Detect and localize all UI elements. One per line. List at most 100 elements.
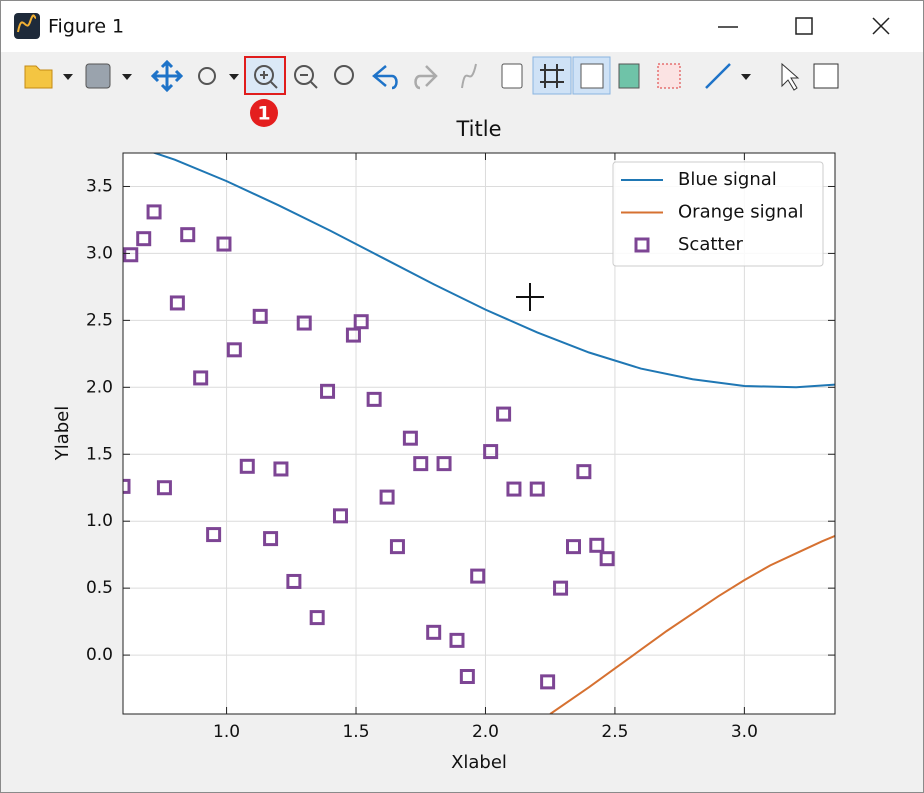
legend-label: Blue signal [678,169,777,190]
axes-button[interactable] [501,63,523,89]
scatter-point [553,580,569,596]
y-tick-label: 1.0 [86,511,113,531]
y-tick-label: 0.0 [86,645,113,665]
line-style-menu[interactable] [741,74,751,80]
scatter-point [589,537,605,553]
scatter-point [540,674,556,690]
zoom-in-glyph-detail [260,71,278,89]
scatter-point [206,527,222,543]
open-menu[interactable] [63,74,73,80]
scatter-point [123,247,139,263]
scatter-point [169,295,185,311]
pan-button[interactable] [150,59,184,93]
x-axis-label: Xlabel [451,752,507,773]
scatter-point [345,327,361,343]
scatter-point [309,610,325,626]
scatter-point [379,489,395,505]
scatter-point [296,315,312,331]
scatter-point [216,236,232,252]
zoom-in-glyph [254,65,274,85]
select-menu[interactable] [229,74,239,80]
scatter-point [320,383,336,399]
select-button[interactable] [198,67,216,85]
scatter-point [470,568,486,584]
y-tick-label: 2.0 [86,377,113,397]
layout-button[interactable] [657,63,681,89]
scatter-point [496,406,512,422]
scatter-point [483,444,499,460]
line-style-button[interactable] [705,63,731,89]
axes: 1.0 1.5 2.0 2.5 3.0 0.0 0.5 1.0 1.5 2.0 2.5 3.0 3.5 [86,153,835,742]
scatter-point [599,551,615,567]
scatter-point [506,481,522,497]
scatter-point [566,539,582,555]
scatter-point [156,480,172,496]
zoom-fit-button[interactable] [334,65,354,85]
colormap-button[interactable] [618,63,640,89]
scatter-point [123,478,131,494]
curves-button[interactable] [461,63,477,89]
app-icon-glyph [17,14,37,33]
scatter-point [286,573,302,589]
toolbar-icons [24,56,839,95]
scatter-point [273,461,289,477]
pointer-button[interactable] [781,62,800,91]
save-menu[interactable] [122,74,132,80]
scatter-point [239,458,255,474]
line-series [151,153,835,389]
plot-marks [123,153,835,714]
undo-button[interactable] [372,65,398,90]
x-tick-label: 1.0 [213,722,240,742]
y-tick-label: 3.5 [86,176,113,196]
maximize-button[interactable] [795,17,813,35]
grid-glyph [540,64,564,88]
y-tick-label: 1.5 [86,444,113,464]
open-button[interactable] [24,65,53,89]
y-tick-label: 2.5 [86,310,113,330]
legend-glyph [580,63,604,89]
scatter-point [413,456,429,472]
y-tick-label: 3.0 [86,243,113,263]
scatter-point [226,342,242,358]
close-button[interactable] [872,17,890,35]
panel-button[interactable] [813,63,839,89]
x-tick-label: 2.5 [601,722,628,742]
scatter-point [366,391,382,407]
scatter-point [529,481,545,497]
scatter-point [402,430,418,446]
legend-marker [634,237,650,253]
y-tick-label: 0.5 [86,578,113,598]
x-tick-label: 2.0 [472,722,499,742]
chart-title: Title [455,117,501,141]
x-tick-label: 1.5 [342,722,369,742]
y-axis-label: Ylabel [52,406,73,462]
window-title: Figure 1 [48,16,124,38]
scatter-point [180,227,196,243]
save-button[interactable] [85,63,111,89]
title-bar [1,1,923,52]
legend-label: Orange signal [678,202,803,223]
grid-button[interactable] [532,56,572,95]
scatter-point [252,308,268,324]
scatter-point [389,539,405,555]
zoom-out-glyph [300,74,318,89]
scatter-point [353,314,369,330]
annotation-badge [250,99,278,127]
scatter-point [263,531,279,547]
scatter-point [426,624,442,640]
scatter-point [146,204,162,220]
plot-frame [122,152,836,715]
redo-button[interactable] [414,65,438,90]
zoom-out-button[interactable] [294,65,314,85]
x-tick-label: 3.0 [731,722,758,742]
scatter-point [332,508,348,524]
scatter-point [449,632,465,648]
line-series [549,535,835,714]
zoom-in-button[interactable] [244,56,286,95]
legend: Blue signal Orange signal Scatter [612,161,824,267]
scatter-point [136,231,152,247]
legend-box [612,161,824,267]
scatter-point [193,370,209,386]
annotation-label: 1 [257,103,270,125]
